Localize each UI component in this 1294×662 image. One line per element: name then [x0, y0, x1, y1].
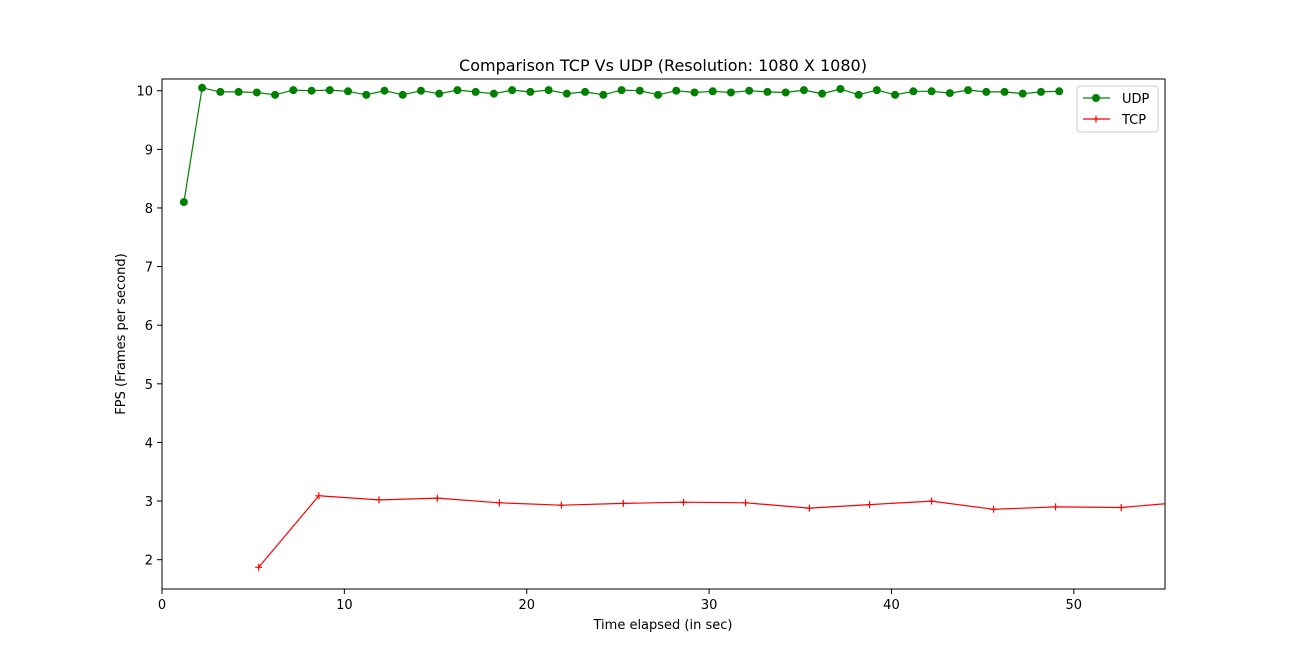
tcp-data-point [866, 501, 874, 509]
udp-data-point [526, 87, 535, 96]
y-tick-label: 5 [145, 378, 153, 393]
x-tick-label: 30 [701, 598, 718, 613]
udp-data-point [234, 87, 243, 96]
udp-data-point [872, 86, 881, 95]
chart-title: Comparison TCP Vs UDP (Resolution: 1080 … [459, 56, 867, 75]
udp-data-point [252, 88, 261, 97]
udp-data-point [344, 87, 353, 96]
udp-data-point [672, 86, 681, 95]
udp-data-point [726, 88, 735, 97]
tcp-data-point [928, 497, 936, 505]
udp-data-point [198, 83, 207, 92]
udp-data-point [544, 86, 553, 95]
udp-data-point [435, 89, 444, 98]
udp-data-point [416, 86, 425, 95]
udp-data-point [599, 90, 608, 99]
y-tick-label: 6 [145, 319, 153, 334]
y-tick-label: 8 [145, 202, 153, 217]
udp-data-point [781, 88, 790, 97]
udp-data-point [271, 90, 280, 99]
udp-data-point [654, 90, 663, 99]
legend-udp-label: UDP [1122, 92, 1150, 107]
udp-data-point [307, 86, 316, 95]
tcp-data-point [1052, 503, 1060, 511]
tcp-data-point [805, 504, 813, 512]
udp-data-point [325, 86, 334, 95]
tcp-data-point [1117, 504, 1125, 512]
tcp-data-point [433, 494, 441, 502]
tcp-data-point [255, 563, 263, 571]
udp-data-point [362, 90, 371, 99]
legend-udp-marker [1092, 94, 1100, 102]
udp-data-point [1055, 87, 1064, 96]
udp-data-point [581, 87, 590, 96]
plot-frame [161, 78, 1166, 590]
legend-tcp-marker [1092, 115, 1100, 123]
x-tick-label: 0 [158, 598, 166, 613]
tcp-data-point [315, 492, 323, 500]
udp-data-point [891, 90, 900, 99]
udp-data-point [964, 86, 973, 95]
legend: UDP TCP [1076, 85, 1159, 133]
y-tick-label: 9 [145, 143, 153, 158]
tcp-data-point [619, 499, 627, 507]
tcp-data-point [742, 499, 750, 507]
udp-data-point [489, 89, 498, 98]
tcp-data-point [1180, 499, 1187, 506]
udp-data-point [216, 87, 225, 96]
tcp-data-point [495, 499, 503, 507]
x-tick-label: 20 [518, 598, 535, 613]
udp-data-point [836, 84, 845, 93]
x-tick-label: 50 [1066, 598, 1083, 613]
y-tick-label: 10 [136, 85, 153, 100]
udp-data-point [854, 90, 863, 99]
udp-data-point [471, 87, 480, 96]
udp-data-point [927, 87, 936, 96]
plot-area [162, 79, 1165, 589]
tcp-series-line [258, 495, 1165, 568]
udp-data-point [982, 87, 991, 96]
udp-data-point [635, 86, 644, 95]
tcp-data-point [375, 496, 383, 504]
udp-data-point [945, 89, 954, 98]
x-tick-label: 40 [883, 598, 900, 613]
udp-data-point [690, 88, 699, 97]
x-tick-label: 10 [336, 598, 353, 613]
y-axis-label: FPS (Frames per second) [114, 253, 129, 414]
udp-data-point [617, 86, 626, 95]
udp-data-point [909, 87, 918, 96]
y-tick-label: 2 [145, 554, 153, 569]
udp-data-point [398, 90, 407, 99]
udp-data-point [799, 86, 808, 95]
tcp-data-point [990, 505, 998, 513]
udp-data-point [818, 89, 827, 98]
x-axis-label: Time elapsed (in sec) [593, 618, 733, 633]
tcp-data-point [680, 498, 688, 506]
y-tick-label: 7 [145, 261, 153, 276]
udp-data-point [1018, 89, 1027, 98]
udp-data-point [1036, 87, 1045, 96]
udp-data-point [763, 87, 772, 96]
udp-data-point [380, 86, 389, 95]
tcp-data-point [557, 501, 565, 509]
udp-data-point [1000, 87, 1009, 96]
udp-data-point [453, 86, 462, 95]
y-tick-label: 3 [145, 495, 153, 510]
legend-tcp-label: TCP [1121, 113, 1146, 128]
udp-data-point [562, 89, 571, 98]
udp-data-point [289, 86, 298, 95]
y-tick-label: 4 [145, 436, 153, 451]
udp-data-point [179, 198, 188, 207]
udp-data-point [708, 87, 717, 96]
udp-data-point [745, 86, 754, 95]
udp-data-point [508, 86, 517, 95]
